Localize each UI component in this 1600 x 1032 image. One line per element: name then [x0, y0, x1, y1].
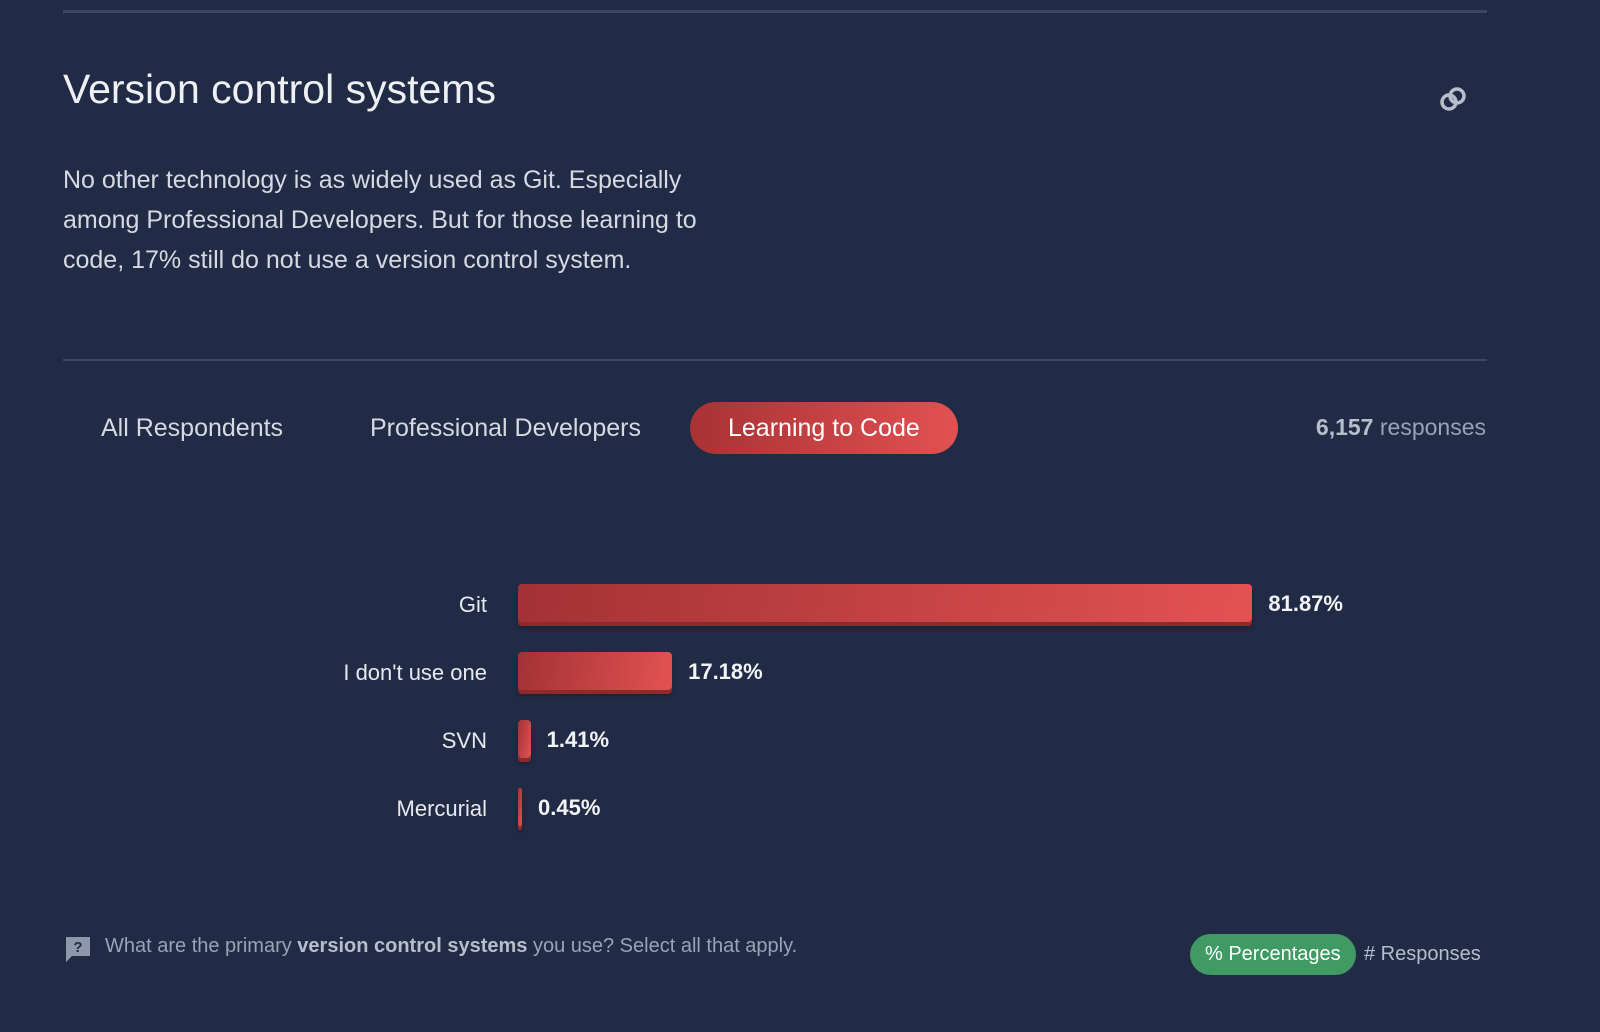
bar-row: Git 81.87%: [0, 584, 1600, 626]
bar-label: SVN: [441, 728, 487, 753]
bar: [518, 652, 673, 690]
tab-professional-developers[interactable]: Professional Developers: [370, 414, 641, 442]
divider: [63, 359, 1487, 361]
section-title: Version control systems: [63, 66, 496, 112]
bar-value: 1.41%: [546, 727, 610, 752]
section-description: No other technology is as widely used as…: [63, 166, 697, 274]
tab-learning-to-code[interactable]: Learning to Code: [690, 402, 958, 454]
svg-text:?: ?: [73, 939, 82, 956]
responses-label: responses: [1379, 414, 1486, 440]
tab-all-respondents[interactable]: All Respondents: [101, 414, 284, 442]
responses-count: 6,157 responses: [1316, 414, 1486, 441]
link-icon[interactable]: [1438, 84, 1468, 114]
bar-row: SVN 1.41%: [0, 720, 1600, 762]
question-icon: ?: [66, 937, 90, 962]
bar-value: 81.87%: [1268, 591, 1343, 616]
responses-number: 6,157: [1315, 414, 1374, 440]
survey-question: What are the primary version control sys…: [105, 935, 797, 958]
bar-value: 0.45%: [538, 795, 601, 820]
bar-value: 17.18%: [688, 659, 763, 684]
bar-label: Git: [458, 592, 487, 617]
bar-label: I don't use one: [343, 660, 487, 685]
responses-toggle[interactable]: # Responses: [1364, 943, 1481, 965]
bar-row: Mercurial 0.45%: [0, 788, 1600, 830]
bar: [518, 584, 1253, 622]
bar-row: I don't use one 17.18%: [0, 652, 1600, 694]
percentages-toggle[interactable]: % Percentages: [1190, 934, 1356, 975]
bar-label: Mercurial: [396, 796, 487, 821]
question-text-end: you use? Select all that apply.: [527, 935, 798, 957]
question-topic: version control systems: [297, 935, 528, 957]
question-text: What are the primary: [105, 935, 298, 957]
top-divider: [63, 10, 1487, 13]
bar: [518, 788, 523, 826]
bar: [518, 720, 531, 758]
